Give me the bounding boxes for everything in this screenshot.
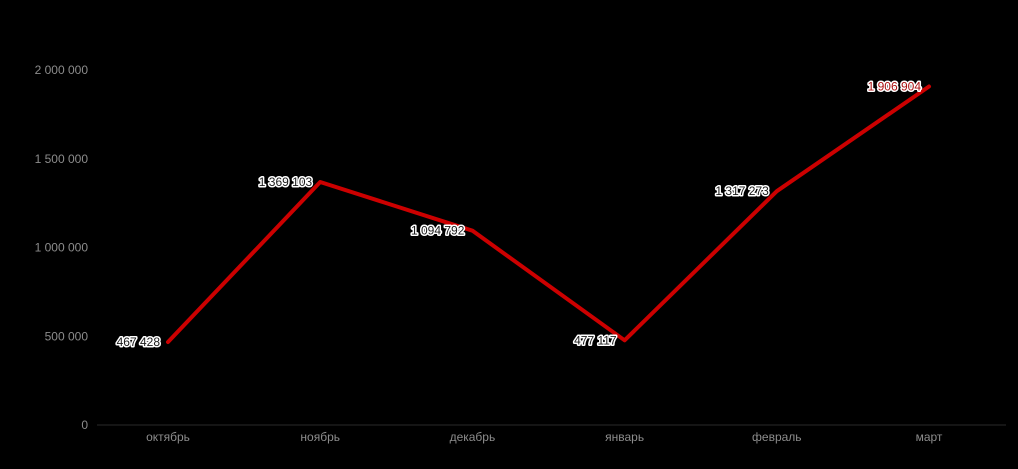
data-point-label-4: 1 317 273 [715, 184, 769, 198]
x-axis-category-label-4: февраль [752, 430, 802, 444]
x-axis-category-label-1: ноябрь [300, 430, 340, 444]
y-axis-tick-label-4: 2 000 000 [35, 63, 89, 77]
data-point-label-5: 1 906 904 [868, 80, 922, 94]
y-axis-tick-label-2: 1 000 000 [35, 241, 89, 255]
data-point-label-2: 1 094 792 [411, 224, 465, 238]
x-axis-category-label-3: январь [605, 430, 644, 444]
data-point-label-3: 477 117 [574, 333, 617, 347]
y-axis-tick-label-3: 1 500 000 [35, 152, 89, 166]
y-axis-tick-label-0: 0 [81, 418, 88, 432]
x-axis-category-label-2: декабрь [450, 430, 496, 444]
data-point-label-0: 467 428 [117, 335, 161, 349]
x-axis-category-label-0: октябрь [146, 430, 190, 444]
series-line [166, 84, 931, 345]
x-axis-category-label-5: март [916, 430, 943, 444]
y-axis-tick-label-1: 500 000 [45, 329, 89, 343]
data-point-label-1: 1 369 103 [259, 175, 313, 189]
